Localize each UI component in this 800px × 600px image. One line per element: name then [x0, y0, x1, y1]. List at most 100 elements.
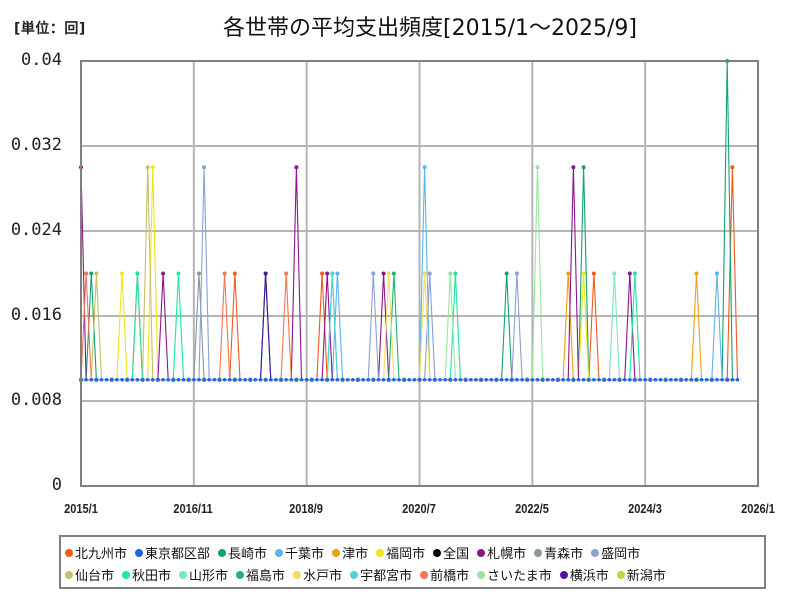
unit-label: [単位：回]	[14, 21, 86, 37]
data-point	[304, 377, 309, 382]
legend-dot-icon	[591, 548, 600, 557]
legend-item[interactable]: 千葉市	[275, 543, 324, 562]
data-point	[515, 377, 519, 382]
data-point	[248, 377, 253, 382]
legend-dot-icon	[433, 548, 442, 557]
data-point	[381, 377, 386, 382]
data-point	[561, 377, 565, 382]
data-point	[427, 377, 432, 382]
legend-item[interactable]: 札幌市	[477, 543, 526, 562]
legend-item[interactable]: 秋田市	[122, 565, 171, 584]
data-point	[176, 377, 181, 382]
data-point	[730, 165, 735, 170]
data-point	[140, 377, 145, 382]
data-point	[268, 377, 273, 382]
data-point	[484, 377, 488, 382]
legend-item[interactable]: 福島市	[236, 565, 285, 584]
data-point	[371, 271, 376, 276]
data-point	[571, 377, 576, 382]
legend-dot-icon	[350, 570, 359, 579]
data-point	[196, 271, 201, 276]
x-tick-2016-11: 2016/11	[173, 501, 213, 516]
data-point	[556, 377, 560, 382]
data-point	[243, 377, 247, 382]
data-point	[386, 377, 391, 382]
legend-item[interactable]: 仙台市	[65, 565, 114, 584]
y-tick-0024: 0.024	[10, 220, 62, 240]
data-point	[402, 377, 406, 382]
legend-item[interactable]: 山形市	[179, 565, 228, 584]
legend-dot-icon	[477, 570, 486, 579]
data-point	[627, 271, 632, 276]
data-point	[192, 377, 196, 382]
legend-item[interactable]: 東京都区部	[135, 543, 210, 562]
data-point	[504, 377, 509, 382]
data-point	[320, 377, 324, 382]
legend-item[interactable]: 横浜市	[559, 565, 609, 584]
data-point	[540, 377, 545, 382]
data-point	[99, 377, 104, 382]
data-point	[622, 377, 627, 382]
legend-item[interactable]: 宇都宮市	[350, 565, 412, 584]
data-point	[699, 377, 704, 382]
data-point	[684, 377, 688, 382]
series-lines	[79, 59, 740, 382]
data-point	[422, 271, 427, 276]
data-point	[253, 377, 258, 382]
legend-item[interactable]: さいたま市	[477, 565, 552, 584]
legend-dot-icon	[376, 548, 385, 557]
data-point	[453, 271, 458, 276]
data-point	[586, 377, 591, 382]
legend-item[interactable]: 新潟市	[616, 565, 666, 584]
legend-dot-icon	[218, 548, 227, 557]
chart-title: 各世帯の平均支出頻度[2015/1～2025/9]	[223, 16, 637, 41]
data-point	[427, 271, 432, 276]
legend-item[interactable]: 福岡市	[376, 543, 425, 562]
legend-item[interactable]: 長崎市	[218, 543, 267, 562]
data-point	[694, 377, 699, 382]
data-point	[366, 377, 371, 382]
data-point	[325, 377, 329, 382]
data-point	[115, 377, 119, 382]
legend-item[interactable]: 青森市	[534, 543, 583, 562]
data-point	[643, 377, 647, 382]
legend-item[interactable]: 盛岡市	[591, 543, 640, 562]
data-point	[653, 377, 658, 382]
data-point	[238, 377, 242, 382]
legend-item[interactable]: 津市	[332, 543, 368, 562]
data-point	[84, 377, 88, 382]
legend-item[interactable]: 前橋市	[420, 565, 469, 584]
data-point	[535, 165, 540, 170]
data-point	[397, 377, 401, 382]
data-point	[417, 377, 422, 382]
y-tick-0032: 0.032	[10, 135, 62, 155]
data-point	[453, 377, 458, 382]
data-point	[592, 377, 596, 382]
data-point	[315, 377, 319, 382]
legend-item[interactable]: 水戸市	[293, 565, 342, 584]
data-point	[351, 377, 355, 382]
data-point	[704, 377, 709, 382]
data-point	[422, 377, 427, 382]
data-point	[633, 377, 637, 382]
legend-dot-icon	[122, 570, 131, 579]
x-tick-2015-1: 2015/1	[64, 501, 98, 516]
data-point	[735, 377, 740, 382]
data-point	[361, 377, 365, 382]
legend-dot-icon	[332, 548, 341, 557]
data-point	[320, 271, 325, 276]
data-point	[120, 377, 124, 382]
legend-item[interactable]: 北九州市	[65, 543, 127, 562]
data-point	[340, 377, 345, 382]
legend-item[interactable]: 全国	[433, 543, 469, 562]
data-point	[232, 271, 237, 276]
data-point	[145, 377, 150, 382]
data-point	[612, 377, 617, 382]
x-tick-2022-5: 2022/5	[515, 501, 549, 516]
data-point	[463, 377, 468, 382]
data-point	[597, 377, 601, 382]
data-point	[330, 377, 335, 382]
data-point	[335, 377, 340, 382]
data-point	[669, 377, 673, 382]
data-point	[581, 377, 586, 382]
